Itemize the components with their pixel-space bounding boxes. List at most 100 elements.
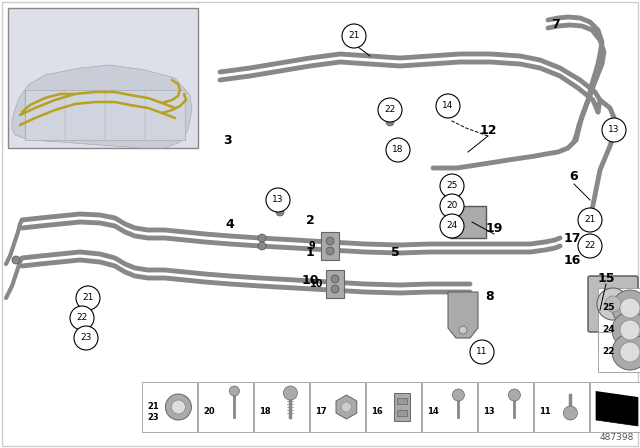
Text: 6: 6 bbox=[570, 169, 579, 182]
Bar bbox=[366, 382, 421, 432]
Text: 3: 3 bbox=[224, 134, 232, 146]
Circle shape bbox=[597, 288, 629, 320]
Text: 2: 2 bbox=[306, 214, 314, 227]
Bar bbox=[8, 8, 198, 148]
Circle shape bbox=[620, 342, 640, 362]
Bar bbox=[142, 382, 197, 432]
Circle shape bbox=[449, 208, 455, 214]
Circle shape bbox=[452, 389, 465, 401]
Circle shape bbox=[620, 320, 640, 340]
Circle shape bbox=[74, 326, 98, 350]
Circle shape bbox=[578, 234, 602, 258]
Circle shape bbox=[70, 306, 94, 330]
Text: 15: 15 bbox=[597, 271, 615, 284]
FancyBboxPatch shape bbox=[588, 276, 638, 332]
Text: 13: 13 bbox=[483, 408, 495, 417]
Circle shape bbox=[440, 214, 464, 238]
Text: 17: 17 bbox=[563, 232, 580, 245]
Circle shape bbox=[341, 402, 351, 412]
Bar bbox=[450, 206, 486, 238]
Circle shape bbox=[378, 98, 402, 122]
Text: 22: 22 bbox=[602, 348, 614, 357]
Circle shape bbox=[620, 298, 640, 318]
Bar bbox=[198, 382, 253, 432]
Circle shape bbox=[266, 188, 290, 212]
Text: 9: 9 bbox=[308, 241, 316, 251]
Circle shape bbox=[436, 94, 460, 118]
Circle shape bbox=[326, 247, 334, 255]
Text: 12: 12 bbox=[479, 124, 497, 137]
Text: 21: 21 bbox=[83, 293, 93, 302]
Circle shape bbox=[229, 386, 239, 396]
Circle shape bbox=[258, 234, 266, 242]
Bar bbox=[478, 382, 533, 432]
Text: 21: 21 bbox=[348, 31, 360, 40]
Circle shape bbox=[440, 174, 464, 198]
Text: 16: 16 bbox=[371, 408, 383, 417]
Text: 13: 13 bbox=[608, 125, 620, 134]
Text: 16: 16 bbox=[563, 254, 580, 267]
Text: 24: 24 bbox=[602, 326, 614, 335]
Circle shape bbox=[258, 242, 266, 250]
Text: 20: 20 bbox=[446, 202, 458, 211]
Circle shape bbox=[276, 200, 284, 208]
Bar bbox=[310, 382, 365, 432]
Text: 22: 22 bbox=[584, 241, 596, 250]
Text: 14: 14 bbox=[442, 102, 454, 111]
Circle shape bbox=[386, 110, 394, 118]
Circle shape bbox=[602, 118, 626, 142]
Bar bbox=[598, 332, 640, 372]
Circle shape bbox=[470, 340, 494, 364]
Circle shape bbox=[284, 386, 298, 400]
Circle shape bbox=[76, 286, 100, 310]
Bar bbox=[590, 382, 640, 432]
Text: 10: 10 bbox=[310, 279, 324, 289]
Text: 17: 17 bbox=[315, 408, 326, 417]
Circle shape bbox=[342, 24, 366, 48]
Circle shape bbox=[605, 296, 621, 312]
Bar bbox=[321, 232, 339, 260]
Bar bbox=[397, 398, 408, 404]
Text: 11: 11 bbox=[539, 408, 551, 417]
Circle shape bbox=[440, 194, 464, 218]
Text: 10: 10 bbox=[301, 273, 319, 287]
Text: 23: 23 bbox=[80, 333, 92, 343]
Text: 4: 4 bbox=[226, 217, 234, 231]
Circle shape bbox=[449, 223, 455, 229]
Text: 18: 18 bbox=[392, 146, 404, 155]
Bar bbox=[397, 410, 408, 416]
Circle shape bbox=[172, 400, 186, 414]
Polygon shape bbox=[596, 390, 638, 426]
Text: 25: 25 bbox=[446, 181, 458, 190]
Circle shape bbox=[459, 326, 467, 334]
Text: 21: 21 bbox=[584, 215, 596, 224]
Text: 22: 22 bbox=[385, 105, 396, 115]
Circle shape bbox=[578, 208, 602, 232]
Circle shape bbox=[331, 285, 339, 293]
Bar bbox=[254, 382, 309, 432]
Circle shape bbox=[508, 389, 520, 401]
Circle shape bbox=[563, 406, 577, 420]
Bar bbox=[534, 382, 589, 432]
Circle shape bbox=[386, 138, 410, 162]
Text: 7: 7 bbox=[552, 17, 561, 30]
Circle shape bbox=[386, 118, 394, 126]
Text: 8: 8 bbox=[486, 289, 494, 302]
Text: 25: 25 bbox=[602, 303, 614, 313]
Text: 5: 5 bbox=[390, 246, 399, 258]
Text: 21
23: 21 23 bbox=[147, 402, 159, 422]
Circle shape bbox=[12, 256, 20, 264]
Text: 11: 11 bbox=[476, 348, 488, 357]
Bar bbox=[422, 382, 477, 432]
Text: 22: 22 bbox=[76, 314, 88, 323]
Text: 19: 19 bbox=[485, 221, 502, 234]
Polygon shape bbox=[448, 292, 478, 338]
Text: 14: 14 bbox=[427, 408, 439, 417]
Bar bbox=[394, 393, 410, 421]
Circle shape bbox=[276, 208, 284, 216]
Circle shape bbox=[612, 290, 640, 326]
Circle shape bbox=[612, 334, 640, 370]
Polygon shape bbox=[12, 65, 192, 148]
Bar bbox=[598, 288, 640, 328]
Text: 18: 18 bbox=[259, 408, 271, 417]
